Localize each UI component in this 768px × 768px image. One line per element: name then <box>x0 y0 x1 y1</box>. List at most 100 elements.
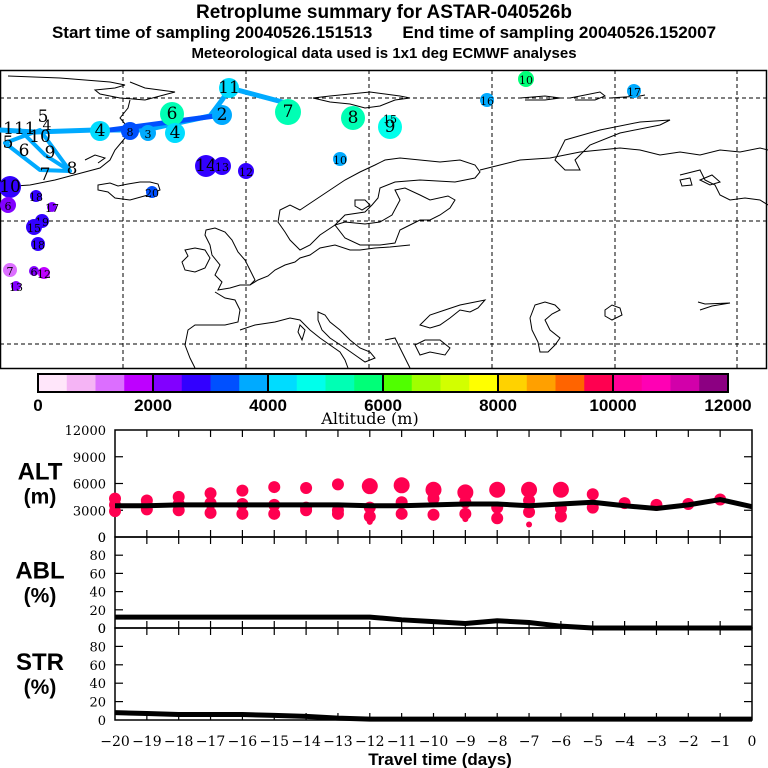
cluster-label: 11 <box>218 78 240 98</box>
x-tick-label: −6 <box>551 734 572 750</box>
cluster-label: 6 <box>167 104 178 124</box>
coastline-novaya-zemlya <box>554 119 671 171</box>
track-label: 5 <box>38 107 49 127</box>
coastline-scandinavia <box>277 157 481 251</box>
coastline-russia-north <box>479 147 768 171</box>
panel-label: ALT <box>18 459 63 486</box>
cluster-marker <box>480 93 494 107</box>
met-data-label: Meteorological data used is 1x1 deg ECMW… <box>191 45 577 62</box>
colorbar-swatch <box>469 374 499 392</box>
colorbar-swatch <box>268 374 298 392</box>
altitude-cluster-dot <box>586 488 599 501</box>
cluster-marker <box>195 155 217 177</box>
cluster-label: 6 <box>31 266 38 279</box>
coastline-greenland <box>7 75 176 101</box>
track-label: 4 <box>43 118 52 134</box>
chart-title: Retroplume summary for ASTAR-040526b <box>196 2 572 23</box>
panel-label: ABL <box>15 558 64 585</box>
coastline-italy <box>317 311 376 363</box>
colorbar-swatch <box>66 374 96 392</box>
cluster-label: 3 <box>145 128 152 141</box>
altitude-cluster-dot <box>462 516 469 523</box>
cluster-marker <box>275 99 301 125</box>
map-gridlines <box>0 70 768 368</box>
trajectory-path <box>18 128 72 173</box>
track-label: 5 <box>3 133 14 153</box>
x-axis-label: Travel time (days) <box>368 750 512 768</box>
cluster-marker <box>30 190 42 202</box>
x-tick-label: −18 <box>164 734 194 750</box>
y-tick-label: 20 <box>89 604 106 619</box>
colorbar-tick-label: 6000 <box>364 396 402 415</box>
coastline-greenland-east <box>14 99 136 187</box>
series-line <box>114 710 752 722</box>
coastline-baltic <box>334 187 456 246</box>
x-tick-label: −4 <box>614 734 635 750</box>
time-series-panels: 030006000900012000ALT(m)0204060800ABL(%)… <box>15 424 756 768</box>
coastline-severnaya <box>569 91 606 101</box>
y-tick-label: 9000 <box>73 451 106 466</box>
altitude-cluster-dot <box>204 506 217 519</box>
x-tick-label: −13 <box>323 734 353 750</box>
colorbar-swatch <box>699 374 729 392</box>
y-tick-label: 3000 <box>73 504 106 519</box>
cluster-marker <box>238 163 254 179</box>
series-line <box>115 497 753 511</box>
coastline-svalbard <box>312 91 411 109</box>
y-tick-label: 0 <box>98 531 106 546</box>
altitude-cluster-dot <box>236 484 249 497</box>
start-time-label: Start time of sampling 20040526.151513 <box>51 23 373 42</box>
x-tick-label: −20 <box>100 734 130 750</box>
colorbar-swatch <box>526 374 556 392</box>
colorbar-tick-label: 8000 <box>479 396 517 415</box>
cluster-label: 18 <box>31 239 45 252</box>
cluster-marker <box>0 176 21 198</box>
y-tick-label: 20 <box>89 696 106 711</box>
panel-label: STR <box>16 649 64 676</box>
x-tick-label: −10 <box>419 734 449 750</box>
coastline-balkans <box>384 337 411 369</box>
altitude-cluster-dot <box>491 512 504 525</box>
sampling-times: Start time of sampling 20040526.151513 En… <box>0 23 768 43</box>
cluster-marker <box>518 71 534 87</box>
x-tick-label: −3 <box>646 734 667 750</box>
cluster-marker <box>31 237 45 251</box>
cluster-label: 7 <box>283 102 294 122</box>
track-label: 6 <box>19 141 30 161</box>
colorbar-swatch <box>613 374 643 392</box>
altitude-cluster-dot <box>393 477 410 494</box>
panel-abl: 0 20 40 60 80 0 ABL(%) <box>15 531 753 637</box>
coastline-island <box>84 154 107 164</box>
colorbar-swatch <box>498 374 528 392</box>
altitude-cluster-dot <box>427 492 440 505</box>
x-tick-label: −19 <box>132 734 162 750</box>
cluster-label: 10 <box>0 177 21 197</box>
cluster-marker <box>47 202 57 212</box>
cluster-marker <box>212 105 232 125</box>
colorbar-swatch <box>383 374 413 392</box>
cluster-label: 2 <box>217 105 228 125</box>
coastline-ireland <box>181 247 211 273</box>
cluster-label: 20 <box>145 187 159 200</box>
colorbar-swatch <box>210 374 240 392</box>
cluster-marker <box>341 106 365 130</box>
altitude-cluster-dot <box>526 521 533 528</box>
cluster-marker <box>160 102 184 126</box>
cluster-label: 10 <box>333 154 347 167</box>
altitude-cluster-dot <box>457 484 474 501</box>
cluster-marker <box>165 123 185 143</box>
coastline-black-sea <box>419 299 487 329</box>
panel-frame <box>114 627 753 721</box>
colorbar-swatch <box>38 374 68 392</box>
altitude-cluster-dot <box>552 481 569 498</box>
y-tick-label: 80 <box>89 549 106 564</box>
colorbar-swatch <box>584 374 614 392</box>
cluster-marker <box>146 186 158 198</box>
coastline-franz-josef <box>519 95 561 101</box>
x-tick-label: −7 <box>519 734 540 750</box>
cluster-marker <box>38 267 50 279</box>
x-tick-label: −1 <box>710 734 731 750</box>
y-tick-label: 0 <box>98 622 106 637</box>
cluster-label: 6 <box>5 200 12 213</box>
